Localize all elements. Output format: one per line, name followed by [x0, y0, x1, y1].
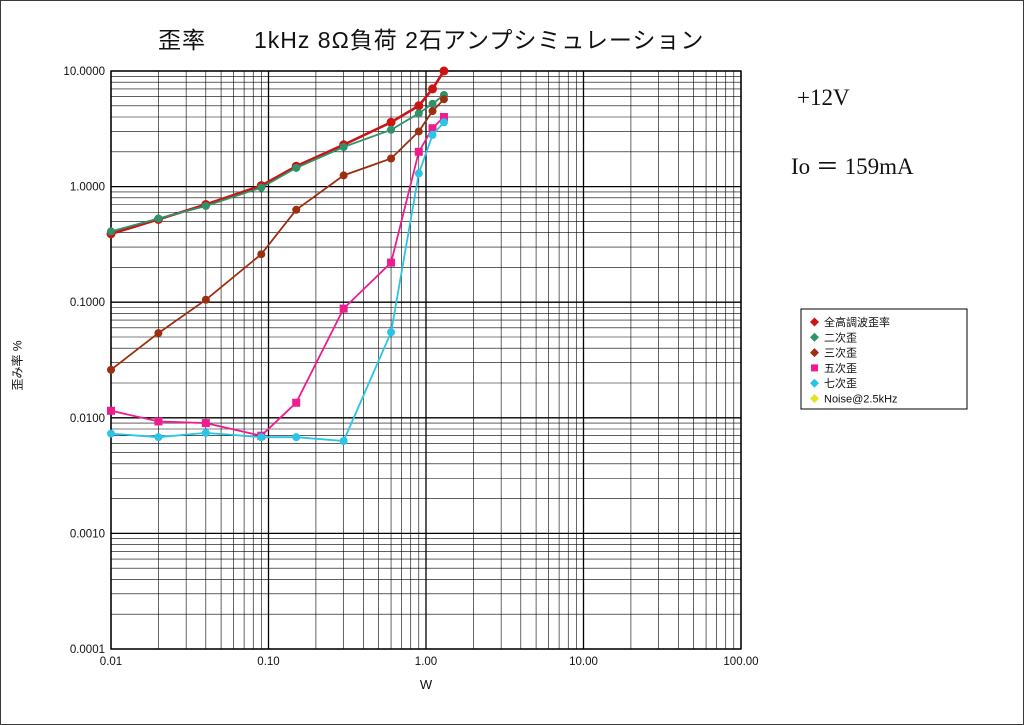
line-h5 — [110, 116, 445, 437]
marker-h7 — [387, 328, 396, 337]
legend-item-h7: 七次歪 — [810, 376, 857, 390]
x-tick-label: 0.01 — [100, 656, 122, 668]
legend-item-noise: Noise@2.5kHz — [810, 394, 898, 406]
marker-h7 — [154, 433, 163, 442]
marker-h2 — [414, 109, 423, 118]
marker-h5 — [428, 124, 437, 133]
line-h3 — [110, 98, 445, 371]
legend-marker-thd — [810, 317, 819, 327]
legend-marker-h7 — [810, 378, 819, 388]
y-axis-title: 歪み率 % — [10, 340, 25, 391]
y-tick-label: 1.0000 — [70, 182, 105, 194]
marker-h7 — [201, 428, 210, 437]
series-h7 — [107, 118, 448, 445]
y-tick-label: 10.0000 — [63, 66, 105, 78]
marker-h5 — [154, 417, 163, 426]
line-thd — [110, 70, 445, 236]
marker-thd — [414, 101, 424, 111]
marker-h3 — [107, 365, 115, 374]
marker-h2 — [154, 214, 163, 223]
legend-label-h7: 七次歪 — [824, 376, 857, 390]
x-tick-label: 10.00 — [569, 656, 598, 668]
legend-label-noise: Noise@2.5kHz — [824, 394, 898, 406]
plot-border — [110, 70, 742, 650]
marker-h5 — [107, 406, 115, 415]
marker-h2 — [107, 227, 115, 236]
series-h3 — [107, 95, 448, 374]
line-h7 — [110, 121, 445, 442]
marker-thd — [428, 84, 438, 94]
line-h2 — [110, 94, 445, 233]
marker-h7 — [414, 169, 423, 178]
marker-h5 — [387, 258, 396, 267]
x-tick-label: 1.00 — [415, 656, 437, 668]
marker-h7 — [292, 433, 301, 442]
marker-h3 — [439, 95, 448, 104]
y-tick-label: 0.0010 — [70, 528, 105, 540]
marker-thd — [439, 66, 449, 76]
y-tick-label: 0.0100 — [70, 413, 105, 425]
marker-h2 — [201, 201, 210, 210]
marker-h3 — [292, 205, 301, 214]
marker-h7 — [439, 118, 448, 127]
tick-labels: 0.01 0.10 1.00 10.00 100.00 10.0000 1.0000 0.10… — [63, 66, 758, 668]
legend-marker-h3 — [810, 348, 819, 358]
marker-h3 — [257, 250, 266, 259]
marker-h7 — [428, 130, 437, 139]
legend-item-h5: 五次歪 — [811, 361, 857, 375]
chart-title: 歪率 1kHz 8Ω負荷 2石アンプシミュレーション — [158, 27, 705, 53]
y-tick-label: 0.1000 — [70, 297, 105, 309]
x-tick-label: 0.10 — [257, 656, 279, 668]
marker-h5 — [339, 304, 348, 313]
marker-h2 — [428, 99, 437, 108]
x-tick-label: 100.00 — [723, 656, 758, 668]
marker-h2 — [387, 125, 396, 134]
legend-marker-h2 — [810, 332, 819, 342]
legend-marker-noise — [810, 394, 819, 403]
marker-h5 — [414, 147, 423, 156]
marker-h2 — [292, 163, 301, 172]
annotation-bias-current: Io ＝ 159mA — [791, 154, 914, 179]
marker-thd — [386, 117, 396, 127]
marker-h5 — [201, 419, 210, 428]
marker-h5 — [439, 113, 448, 122]
marker-h3 — [201, 295, 210, 304]
grid — [110, 70, 742, 650]
annotation-supply-voltage: +12V — [797, 85, 850, 110]
marker-h7 — [257, 433, 266, 442]
legend-label-h2: 二次歪 — [824, 330, 857, 344]
legend-label-h5: 五次歪 — [824, 361, 857, 375]
legend-label-thd: 全高調波歪率 — [824, 315, 890, 329]
legend-item-thd: 全高調波歪率 — [810, 315, 890, 329]
series-h5 — [107, 113, 448, 440]
marker-h2 — [339, 143, 348, 152]
legend-marker-h5 — [811, 364, 818, 372]
marker-h3 — [339, 171, 348, 180]
legend-label-h3: 三次歪 — [824, 346, 857, 360]
marker-h5 — [292, 398, 301, 407]
y-tick-label: 0.0001 — [70, 644, 105, 656]
marker-h2 — [257, 183, 266, 192]
marker-h3 — [428, 107, 437, 116]
marker-h3 — [154, 329, 163, 338]
marker-h3 — [414, 127, 423, 136]
x-axis-title: W — [419, 677, 433, 692]
legend-item-h2: 二次歪 — [810, 330, 857, 344]
legend-item-h3: 三次歪 — [810, 346, 857, 360]
marker-h3 — [387, 154, 396, 163]
legend-box — [800, 308, 968, 410]
marker-h7 — [339, 436, 348, 445]
marker-h7 — [107, 429, 115, 438]
